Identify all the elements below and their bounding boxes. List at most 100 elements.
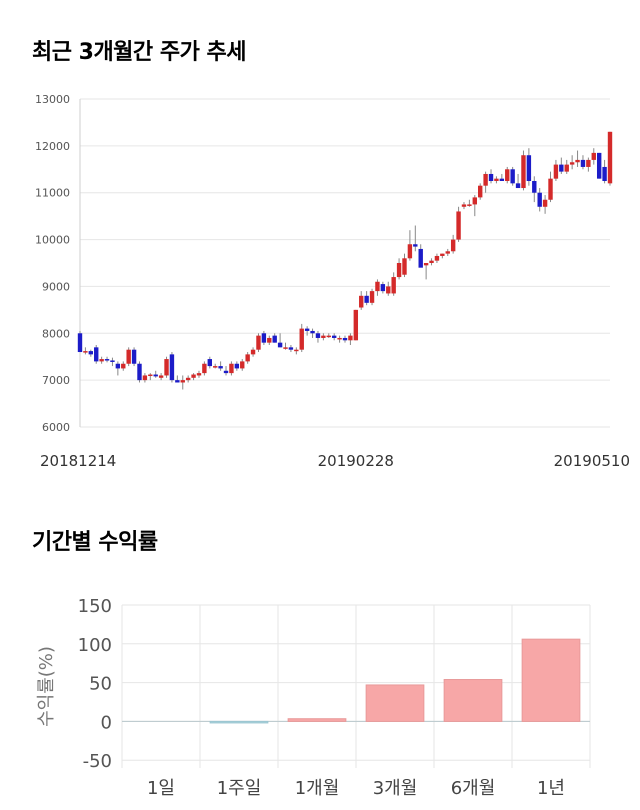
candle-body — [288, 347, 294, 350]
return-bars — [209, 638, 581, 724]
y-tick-label: 0 — [101, 712, 112, 733]
candle-body — [607, 131, 613, 184]
candle-body — [299, 328, 304, 350]
candle-body — [407, 244, 413, 259]
candle-body — [591, 152, 596, 160]
candle-body — [450, 239, 456, 252]
candle-body — [396, 263, 402, 278]
candle-body — [602, 166, 607, 181]
candle-body — [121, 363, 126, 369]
x-tick-label: 20190510 — [554, 452, 630, 470]
return-bar — [521, 638, 581, 722]
candle-body — [256, 335, 261, 350]
candle-body — [185, 377, 191, 381]
return-grid: -50 0 50 100 150 — [78, 596, 591, 772]
return-bar — [365, 684, 425, 722]
candle-body — [542, 199, 548, 207]
candle-body — [261, 333, 267, 343]
y-tick-label: 8000 — [42, 327, 70, 340]
y-tick-label: 7000 — [42, 374, 70, 387]
price-trend-title: 최근 3개월간 주가 추세 — [32, 40, 246, 65]
candle-body — [537, 192, 542, 207]
candle-body — [213, 366, 218, 368]
y-tick-label: 50 — [89, 674, 112, 695]
candle-body — [353, 309, 359, 341]
candle-body — [461, 204, 467, 207]
candle-body — [77, 333, 83, 353]
candle-body — [94, 347, 99, 362]
candle-body — [250, 349, 256, 355]
candle-body — [207, 359, 212, 367]
candle-body — [380, 284, 386, 292]
x-tick-label: 6개월 — [451, 778, 496, 799]
candle-body — [548, 178, 553, 200]
candle-body — [564, 164, 569, 172]
candle-body — [386, 286, 391, 294]
candle-body — [321, 335, 326, 338]
candle-body — [467, 204, 472, 206]
y-tick-label: 100 — [78, 635, 112, 656]
candle-body — [515, 183, 521, 189]
candle-body — [115, 363, 121, 369]
return-x-axis: 1일 1주일 1개월 3개월 6개월 1년 — [147, 778, 565, 799]
candle-body — [375, 281, 380, 292]
candle-body — [315, 333, 321, 338]
candle-body — [418, 248, 423, 268]
candle-body — [88, 351, 94, 355]
candlestick-series — [77, 131, 613, 390]
candle-body — [456, 211, 461, 240]
candle-body — [142, 375, 148, 381]
candle-body — [342, 337, 348, 341]
candle-body — [234, 363, 240, 369]
candle-body — [331, 335, 337, 338]
candle-body — [283, 347, 288, 349]
candle-body — [553, 164, 559, 179]
candle-body — [110, 360, 115, 362]
return-y-axis-label: 수익률(%) — [36, 646, 57, 727]
y-tick-label: 6000 — [42, 421, 70, 434]
return-bar — [443, 679, 503, 722]
return-bar — [287, 718, 347, 722]
candle-body — [83, 351, 88, 353]
candle-body — [153, 374, 158, 377]
y-tick-label: 13000 — [35, 93, 70, 106]
candle-body — [245, 354, 250, 362]
candle-body — [240, 361, 245, 369]
candle-body — [499, 178, 505, 181]
candlestick-chart: 6000 7000 8000 9000 10000 11000 12000 13000 201… — [35, 93, 630, 470]
candle-body — [202, 363, 207, 374]
candle-body — [169, 354, 175, 381]
candle-body — [580, 159, 586, 167]
y-tick-label: -50 — [83, 751, 112, 772]
candle-body — [294, 349, 299, 352]
candle-body — [440, 253, 445, 256]
candle-body — [196, 373, 202, 376]
candle-body — [369, 291, 375, 303]
candle-body — [326, 335, 331, 338]
candle-body — [596, 152, 602, 179]
candle-body — [521, 155, 526, 189]
candle-body — [158, 375, 164, 378]
candle-body — [131, 349, 137, 364]
candlestick-x-axis: 20181214 20190228 20190510 — [40, 452, 630, 470]
y-tick-label: 11000 — [35, 187, 70, 200]
candle-body — [277, 342, 283, 348]
candle-body — [445, 251, 450, 254]
candlestick-grid: 6000 7000 8000 9000 10000 11000 12000 13000 — [35, 93, 610, 434]
candle-body — [223, 370, 229, 374]
candle-body — [483, 173, 488, 186]
candle-body — [472, 197, 477, 205]
candle-body — [526, 155, 532, 181]
candle-body — [104, 359, 110, 361]
y-tick-label: 12000 — [35, 140, 70, 153]
candle-body — [575, 159, 580, 163]
return-bar-chart: -50 0 50 100 150 1일 1주일 1개월 3개월 6개월 1년 수익률(%) — [36, 596, 591, 799]
x-tick-label: 3개월 — [373, 778, 418, 799]
candle-body — [348, 335, 353, 341]
candle-body — [532, 181, 537, 193]
candle-body — [191, 374, 196, 378]
x-tick-label: 20181214 — [40, 452, 116, 470]
candle-body — [423, 263, 429, 266]
x-tick-label: 1개월 — [295, 778, 340, 799]
candle-body — [391, 277, 396, 294]
